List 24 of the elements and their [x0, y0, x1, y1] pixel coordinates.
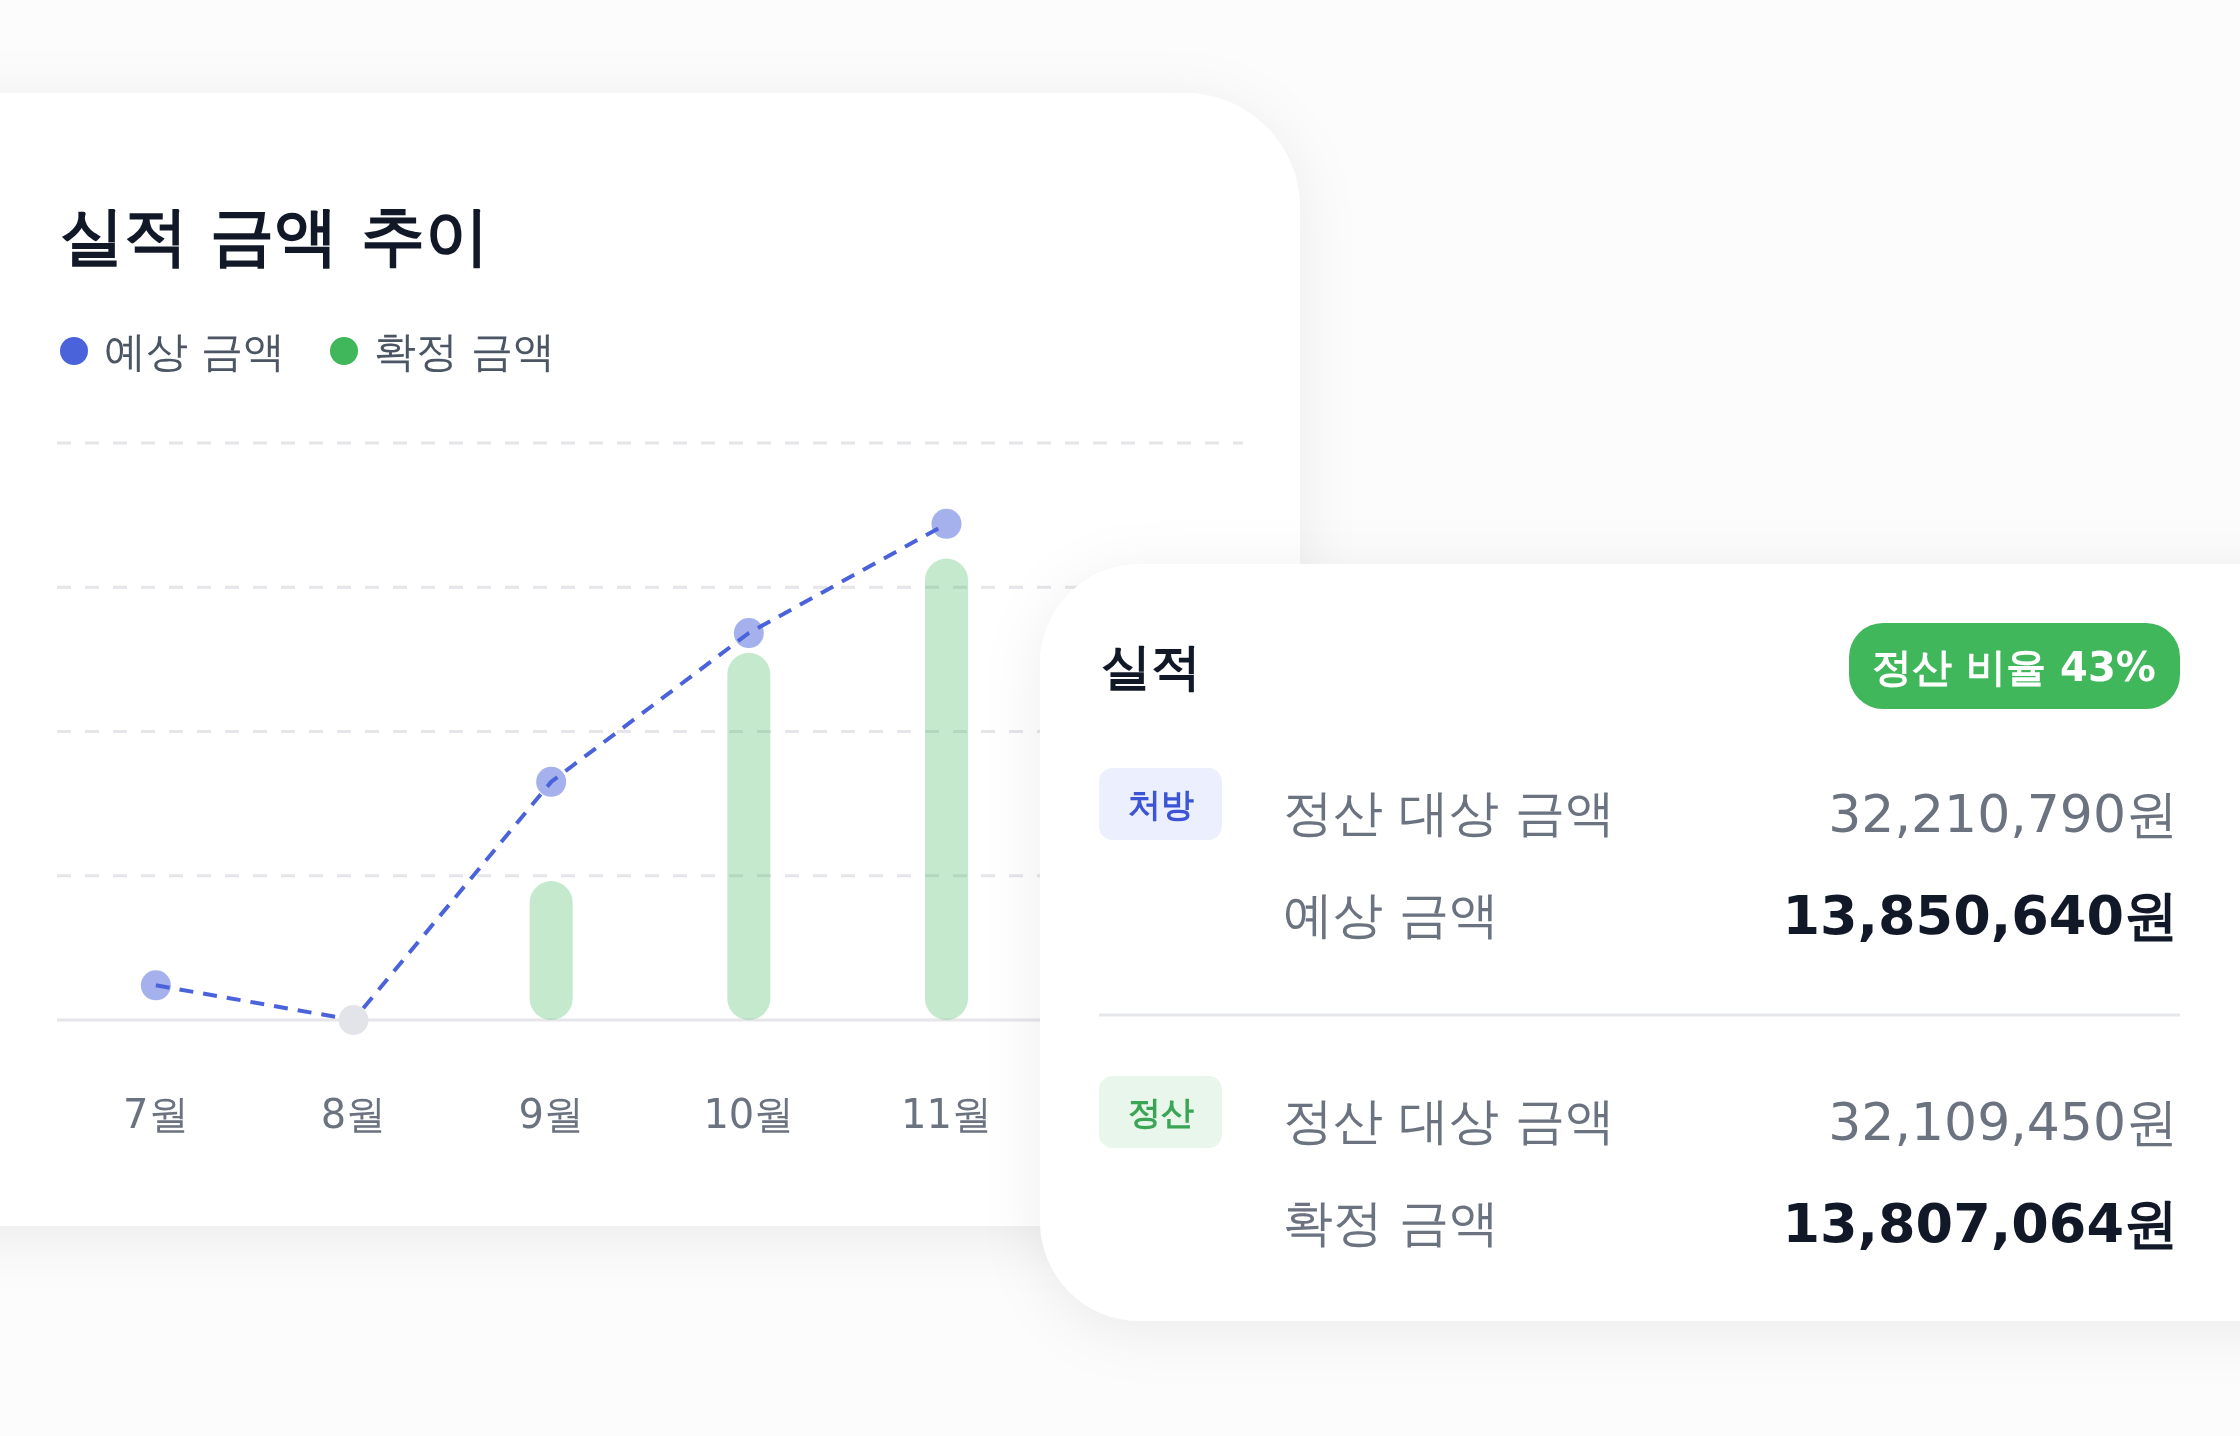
legend-label: 확정 금액 — [374, 327, 556, 376]
text: 정산 대상 금액 — [1283, 784, 1615, 842]
point — [536, 766, 567, 797]
x-tick-label: 9월 — [518, 1091, 584, 1137]
text: 32,210,790원 — [1828, 784, 2178, 844]
text: 정산 비율 43% — [1872, 644, 2156, 690]
point — [931, 508, 962, 539]
annotation: 처방 — [1127, 785, 1194, 824]
point — [140, 970, 171, 1001]
point — [733, 618, 764, 648]
x-tick-label: 10월 — [703, 1091, 795, 1137]
text: 실적 — [1101, 638, 1201, 696]
text: 정산 — [1127, 1093, 1194, 1132]
chart-title: 실적 금액 추이 — [60, 199, 489, 273]
x-tick-label: 8월 — [320, 1091, 387, 1137]
x-tick-label: 11월 — [901, 1091, 992, 1137]
text: 예상 금액 — [1283, 886, 1499, 944]
text: 13,850,640원 — [1782, 884, 2178, 947]
x-tick-label: 7월 — [123, 1091, 189, 1137]
text: 확정 금액 — [1283, 1194, 1499, 1252]
text: 13,807,064원 — [1782, 1192, 2178, 1255]
text: 32,109,450원 — [1828, 1092, 2178, 1152]
legend-label: 예상 금액 — [104, 327, 286, 376]
text: 정산 대상 금액 — [1283, 1092, 1615, 1150]
